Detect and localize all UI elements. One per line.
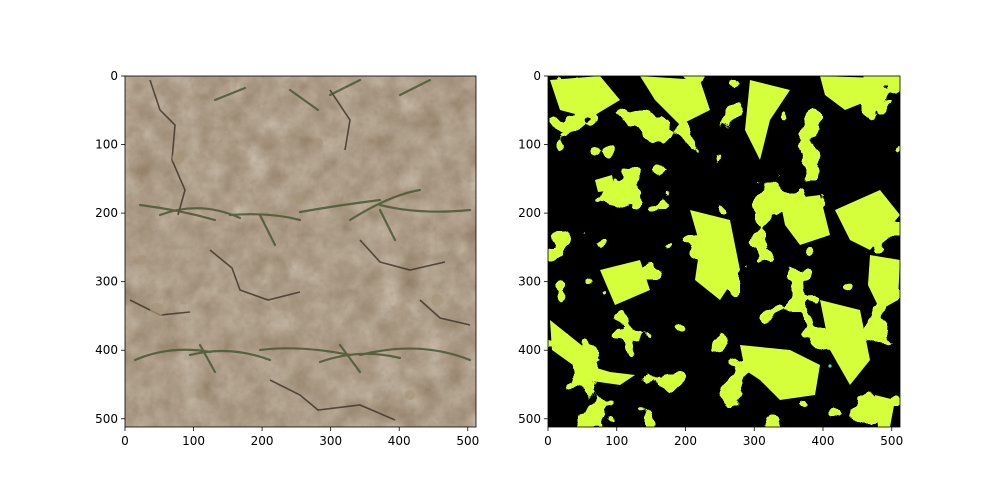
mask-cyan-dot [828,364,832,368]
segmentation-mask [548,76,900,427]
right-axes-frame [547,75,901,428]
mask-regions [550,76,900,427]
y-tick-label: 500 [95,412,118,426]
left-x-axis: 0 100 200 300 400 500 [121,427,479,448]
left-y-axis: 0 100 200 300 400 500 [95,69,125,426]
y-tick-label: 0 [110,69,118,83]
x-tick-label: 500 [880,434,903,448]
soil-image-panel: 0 100 200 300 400 500 0 100 200 300 400 500 [95,69,479,448]
soil-photo [125,76,476,427]
x-tick-label: 300 [319,434,342,448]
y-tick-label: 500 [518,412,541,426]
x-tick-label: 300 [743,434,766,448]
y-tick-label: 0 [533,69,541,83]
x-tick-label: 100 [605,434,628,448]
plant-seedlings [133,78,472,374]
soil-cracks [129,79,471,421]
y-tick-label: 400 [518,343,541,357]
x-tick-label: 400 [812,434,835,448]
y-tick-label: 200 [95,206,118,220]
x-tick-label: 500 [456,434,479,448]
y-tick-label: 100 [95,138,118,152]
x-tick-label: 400 [388,434,411,448]
y-tick-label: 100 [518,138,541,152]
right-y-axis: 0 100 200 300 400 500 [518,69,548,426]
stones [137,138,443,419]
x-tick-label: 100 [182,434,205,448]
y-tick-label: 200 [518,206,541,220]
y-tick-label: 400 [95,343,118,357]
x-tick-label: 0 [544,434,552,448]
mask-image-panel: 0 100 200 300 400 500 0 100 200 300 400 500 [518,69,903,448]
x-tick-label: 0 [121,434,129,448]
x-tick-label: 200 [674,434,697,448]
y-tick-label: 300 [518,275,541,289]
y-tick-label: 300 [95,275,118,289]
right-x-axis: 0 100 200 300 400 500 [544,427,903,448]
left-axes-frame [124,75,477,428]
x-tick-label: 200 [251,434,274,448]
